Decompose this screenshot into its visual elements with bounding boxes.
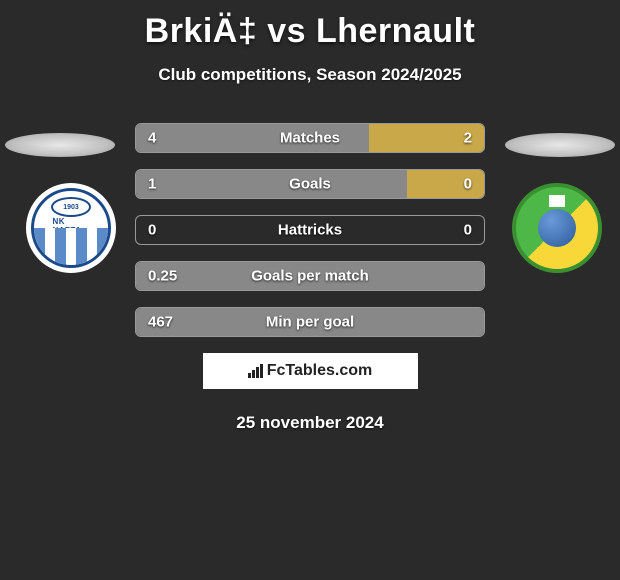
club-logo-right xyxy=(512,183,602,273)
stat-val-left: 1 xyxy=(148,176,156,193)
stat-label: Matches xyxy=(280,130,340,147)
cmc-ball-icon xyxy=(538,209,576,247)
bar-left xyxy=(136,170,407,198)
stat-val-left: 4 xyxy=(148,130,156,147)
stat-label: Min per goal xyxy=(266,314,354,331)
stat-row-mpg: 467 Min per goal xyxy=(135,307,485,337)
stat-val-right: 0 xyxy=(464,176,472,193)
brand-link[interactable]: FcTables.com xyxy=(203,353,418,389)
brand-text: FcTables.com xyxy=(267,362,373,380)
stat-label: Goals per match xyxy=(251,268,369,285)
player-shadow-right xyxy=(505,133,615,157)
stat-row-gpm: 0.25 Goals per match xyxy=(135,261,485,291)
stat-val-right: 2 xyxy=(464,130,472,147)
bar-right xyxy=(407,170,484,198)
club-logo-left: 1903 NK NAFTA xyxy=(26,183,116,273)
date-text: 25 november 2024 xyxy=(0,413,620,433)
stat-val-left: 0 xyxy=(148,222,156,239)
stat-row-goals: 1 Goals 0 xyxy=(135,169,485,199)
stats-container: 4 Matches 2 1 Goals 0 0 Hattricks 0 0.25… xyxy=(135,123,485,337)
comparison-panel: 1903 NK NAFTA 4 Matches 2 1 Goals 0 xyxy=(0,123,620,433)
stat-val-left: 467 xyxy=(148,314,173,331)
stat-row-matches: 4 Matches 2 xyxy=(135,123,485,153)
bars-icon xyxy=(248,364,263,378)
stat-label: Hattricks xyxy=(278,222,342,239)
nafta-year: 1903 xyxy=(51,197,91,217)
player-shadow-left xyxy=(5,133,115,157)
stat-label: Goals xyxy=(289,176,331,193)
page-title: BrkiÄ‡ vs Lhernault xyxy=(0,0,620,51)
cmc-castle-icon xyxy=(549,195,565,207)
page-subtitle: Club competitions, Season 2024/2025 xyxy=(0,65,620,85)
nafta-badge: 1903 NK NAFTA xyxy=(31,188,111,268)
stat-row-hattricks: 0 Hattricks 0 xyxy=(135,215,485,245)
stat-val-right: 0 xyxy=(464,222,472,239)
nafta-stripes xyxy=(34,228,108,265)
stat-val-left: 0.25 xyxy=(148,268,177,285)
